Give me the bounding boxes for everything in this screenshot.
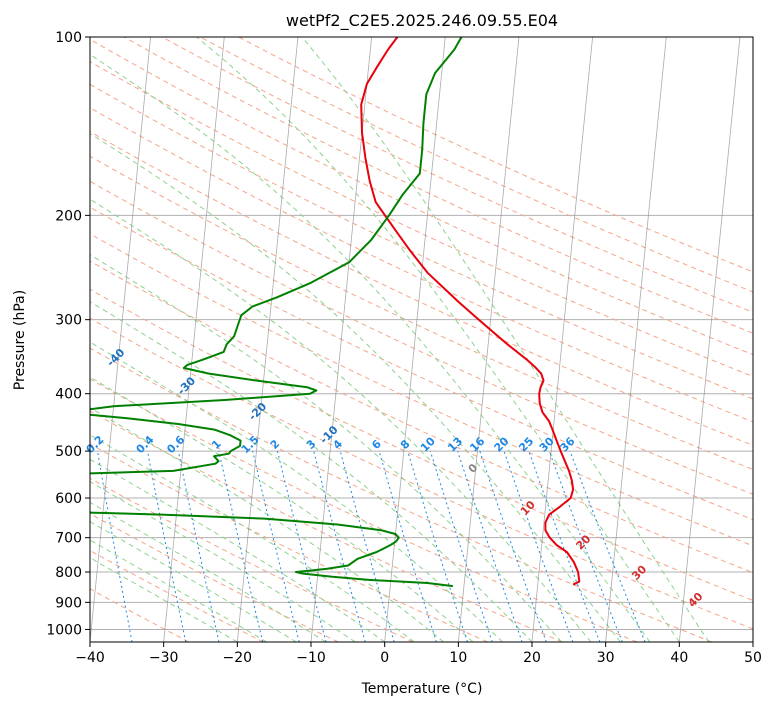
x-tick-label: 0 — [380, 650, 389, 666]
y-tick-label: 700 — [55, 531, 82, 547]
y-tick-label: 100 — [55, 30, 82, 46]
x-tick-label: −30 — [149, 650, 179, 666]
chart-title: wetPf2_C2E5.2025.246.09.55.E04 — [286, 11, 558, 31]
y-tick-label: 200 — [55, 208, 82, 224]
y-axis-label: Pressure (hPa) — [12, 290, 28, 390]
x-tick-label: −20 — [223, 650, 253, 666]
y-tick-label: 900 — [55, 595, 82, 611]
y-tick-label: 400 — [55, 387, 82, 403]
y-tick-label: 300 — [55, 313, 82, 329]
x-tick-label: 10 — [449, 650, 467, 666]
y-tick-label: 600 — [55, 491, 82, 507]
x-tick-label: −10 — [296, 650, 326, 666]
x-tick-label: 50 — [744, 650, 762, 666]
x-tick-label: 40 — [670, 650, 688, 666]
y-tick-label: 800 — [55, 565, 82, 581]
x-tick-label: 20 — [523, 650, 541, 666]
x-tick-label: 30 — [597, 650, 615, 666]
y-tick-label: 1000 — [46, 622, 82, 638]
x-tick-label: −40 — [75, 650, 105, 666]
x-axis-label: Temperature (°C) — [361, 681, 483, 697]
y-tick-label: 500 — [55, 444, 82, 460]
